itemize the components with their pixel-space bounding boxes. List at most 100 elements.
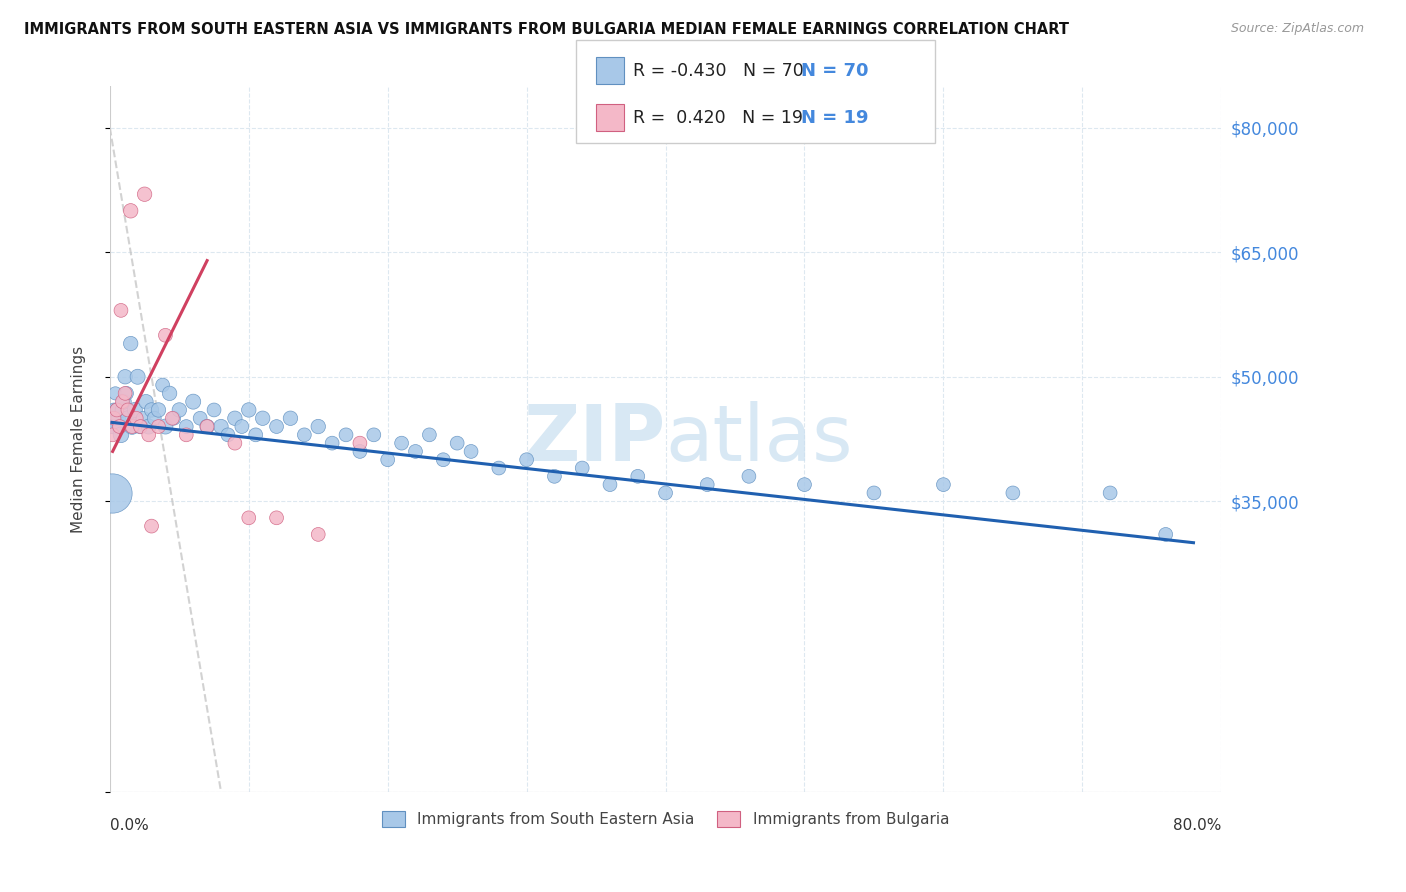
Point xyxy=(134,187,156,202)
Point xyxy=(108,419,131,434)
Point xyxy=(101,419,124,434)
Point xyxy=(252,411,274,425)
Point xyxy=(460,444,482,458)
Point xyxy=(155,419,177,434)
Point xyxy=(117,403,139,417)
Point xyxy=(129,419,152,434)
Point xyxy=(266,419,288,434)
Point xyxy=(217,427,239,442)
Point xyxy=(110,427,132,442)
Point xyxy=(105,403,128,417)
Y-axis label: Median Female Earnings: Median Female Earnings xyxy=(72,345,86,533)
Point xyxy=(627,469,650,483)
Point xyxy=(1099,486,1122,500)
Point xyxy=(405,444,427,458)
Point xyxy=(111,394,134,409)
Point xyxy=(111,403,134,417)
Point xyxy=(863,486,886,500)
Point xyxy=(1001,486,1024,500)
Point xyxy=(155,328,177,343)
Point xyxy=(115,386,138,401)
Point xyxy=(543,469,565,483)
Point xyxy=(349,444,371,458)
Text: ZIP: ZIP xyxy=(523,401,665,477)
Point xyxy=(105,403,128,417)
Point xyxy=(418,427,440,442)
Point xyxy=(391,436,413,450)
Point xyxy=(108,419,131,434)
Point xyxy=(571,461,593,475)
Point xyxy=(349,436,371,450)
Point xyxy=(202,403,225,417)
Point xyxy=(132,411,155,425)
Point xyxy=(266,511,288,525)
Text: atlas: atlas xyxy=(665,401,853,477)
Text: 80.0%: 80.0% xyxy=(1173,819,1222,833)
Point xyxy=(238,403,260,417)
Point xyxy=(599,477,621,491)
Point xyxy=(174,419,197,434)
Text: R = -0.430   N = 70: R = -0.430 N = 70 xyxy=(633,62,803,79)
Point xyxy=(307,419,329,434)
Point xyxy=(188,411,211,425)
Point xyxy=(738,469,761,483)
Point xyxy=(280,411,302,425)
Point xyxy=(793,477,815,491)
Point xyxy=(307,527,329,541)
Point xyxy=(127,369,149,384)
Point xyxy=(1154,527,1177,541)
Point xyxy=(124,403,146,417)
Point xyxy=(488,461,510,475)
Text: R =  0.420   N = 19: R = 0.420 N = 19 xyxy=(633,109,803,127)
Point xyxy=(101,427,124,442)
Point xyxy=(107,411,129,425)
Point xyxy=(195,419,218,434)
Point xyxy=(152,378,174,392)
Point xyxy=(159,386,181,401)
Point xyxy=(143,411,166,425)
Point xyxy=(292,427,315,442)
Point xyxy=(377,452,399,467)
Point xyxy=(114,369,136,384)
Point xyxy=(114,386,136,401)
Point xyxy=(446,436,468,450)
Point xyxy=(112,394,135,409)
Point xyxy=(174,427,197,442)
Point xyxy=(148,403,170,417)
Point xyxy=(101,486,124,500)
Point xyxy=(162,411,184,425)
Point xyxy=(195,419,218,434)
Text: IMMIGRANTS FROM SOUTH EASTERN ASIA VS IMMIGRANTS FROM BULGARIA MEDIAN FEMALE EAR: IMMIGRANTS FROM SOUTH EASTERN ASIA VS IM… xyxy=(24,22,1069,37)
Point xyxy=(181,394,204,409)
Point xyxy=(169,403,191,417)
Point xyxy=(932,477,955,491)
Point xyxy=(231,419,253,434)
Text: N = 70: N = 70 xyxy=(801,62,869,79)
Point xyxy=(696,477,718,491)
Point xyxy=(120,336,142,351)
Point xyxy=(121,419,143,434)
Point xyxy=(138,419,160,434)
Point xyxy=(138,427,160,442)
Point xyxy=(141,403,163,417)
Point xyxy=(125,411,148,425)
Point xyxy=(321,436,343,450)
Point xyxy=(654,486,676,500)
Point xyxy=(238,511,260,525)
Point xyxy=(245,427,267,442)
Point xyxy=(224,436,246,450)
Point xyxy=(135,394,157,409)
Point xyxy=(163,411,186,425)
Text: N = 19: N = 19 xyxy=(801,109,869,127)
Point xyxy=(117,411,139,425)
Point xyxy=(363,427,385,442)
Point xyxy=(103,403,125,417)
Point xyxy=(432,452,454,467)
Point xyxy=(121,419,143,434)
Point xyxy=(209,419,232,434)
Text: 0.0%: 0.0% xyxy=(110,819,149,833)
Point xyxy=(224,411,246,425)
Point xyxy=(516,452,538,467)
Point xyxy=(120,203,142,218)
Legend: Immigrants from South Eastern Asia, Immigrants from Bulgaria: Immigrants from South Eastern Asia, Immi… xyxy=(375,805,955,833)
